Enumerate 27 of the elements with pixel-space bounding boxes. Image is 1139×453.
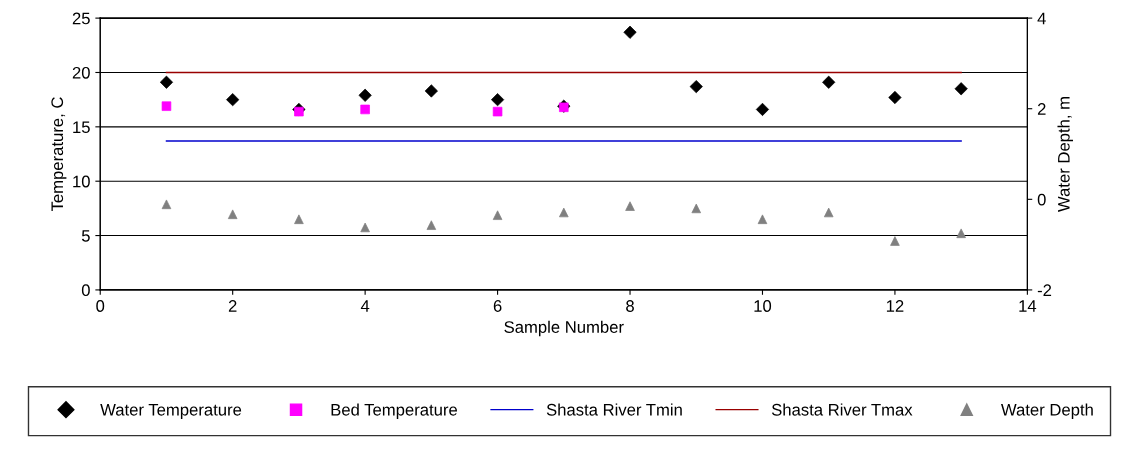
y-tick-label: 15 bbox=[73, 121, 90, 134]
y2-tick-label: 2 bbox=[1037, 103, 1046, 115]
y-tick-label: 25 bbox=[72, 12, 90, 25]
x-tick-label: 6 bbox=[493, 300, 502, 312]
legend-label: Shasta River Tmin bbox=[546, 403, 682, 416]
x-tick-label: 8 bbox=[626, 300, 634, 312]
x-tick-label: 14 bbox=[1019, 300, 1037, 312]
y2-tick-label: 0 bbox=[1037, 193, 1046, 206]
point bbox=[691, 203, 701, 214]
legend-label: Shasta River Tmax bbox=[771, 403, 913, 416]
x-tick-label: 12 bbox=[886, 300, 904, 312]
y2-tick-label: -2 bbox=[1037, 284, 1052, 296]
legend-label: Water Temperature bbox=[100, 404, 242, 419]
x-tick-label: 2 bbox=[228, 300, 237, 312]
y-axis-title: Temperature, C bbox=[51, 97, 67, 212]
legend-label: Water Depth bbox=[1000, 403, 1093, 419]
x-axis-title: Sample Number bbox=[504, 320, 624, 337]
x-tick-label: 0 bbox=[96, 300, 105, 312]
y-tick-label: 5 bbox=[81, 230, 90, 242]
x-tick-label: 4 bbox=[360, 300, 370, 312]
legend-label: Bed Temperature bbox=[331, 403, 457, 419]
y-tick-label: 20 bbox=[72, 66, 90, 79]
x-tick-label: 10 bbox=[754, 300, 772, 312]
y-tick-label: 0 bbox=[81, 284, 90, 297]
y-tick-label: 10 bbox=[73, 175, 90, 188]
y2-tick-label: 4 bbox=[1037, 12, 1046, 25]
y2-axis-title: Water Depth, m bbox=[1057, 97, 1074, 212]
